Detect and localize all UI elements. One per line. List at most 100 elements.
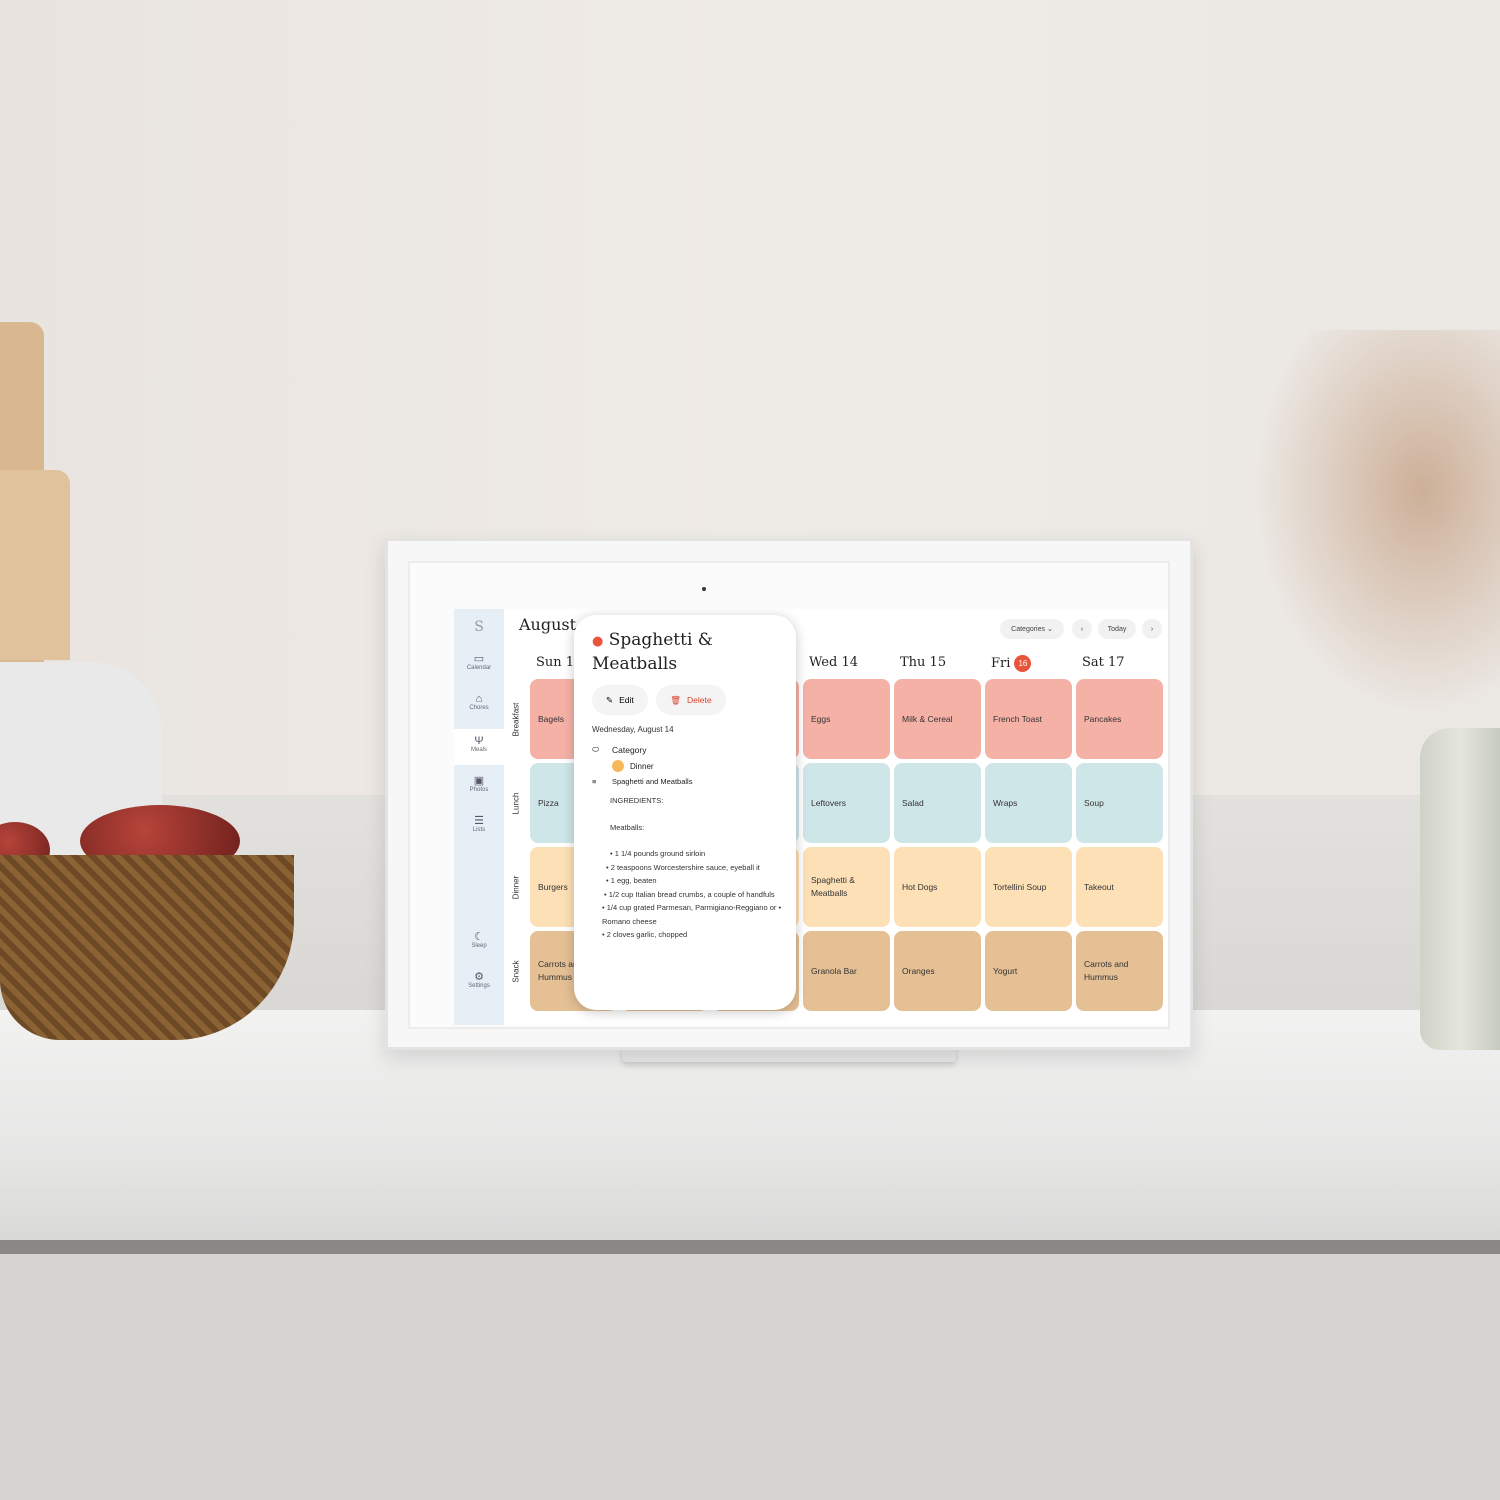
meal-cell-snack[interactable]: Carrots and Hummus <box>1076 931 1163 1011</box>
calendar-icon: ▭ <box>473 653 485 665</box>
row-label-breakfast: Breakfast <box>504 679 528 759</box>
category-value[interactable]: Dinner <box>592 760 784 772</box>
recipe-text: INGREDIENTS: Meatballs: • 1 1/4 pounds g… <box>592 794 784 942</box>
meal-cell-dinner[interactable]: Hot Dogs <box>894 847 981 927</box>
next-week-button[interactable]: › <box>1142 619 1162 639</box>
day-label: Wed 14 <box>809 655 858 670</box>
recipe-line: • 1/2 cup Italian bread crumbs, a couple… <box>604 889 775 899</box>
sidebar-item-settings[interactable]: ⚙ Settings <box>454 971 504 1001</box>
chevron-left-icon: ‹ <box>1080 625 1084 633</box>
meal-cell-dinner[interactable]: Tortellini Soup <box>985 847 1072 927</box>
meal-name: Takeout <box>1084 881 1114 892</box>
description-row: ≡ Spaghetti and Meatballs <box>592 777 693 786</box>
meal-name: Milk & Cereal <box>902 713 953 724</box>
meal-cell-breakfast[interactable]: Pancakes <box>1076 679 1163 759</box>
meal-cell-breakfast[interactable]: Eggs <box>803 679 890 759</box>
day-header: Fri 16 <box>991 655 1032 672</box>
meal-name: Salad <box>902 797 924 808</box>
meal-name: Wraps <box>993 797 1018 808</box>
fruit-basket <box>0 855 294 1040</box>
chevron-right-icon: › <box>1150 625 1154 633</box>
trash-icon: 🗑 <box>670 694 682 705</box>
meal-date: Wednesday, August 14 <box>592 725 674 734</box>
meal-cell-lunch[interactable]: Salad <box>894 763 981 843</box>
meal-name: Soup <box>1084 797 1104 808</box>
day-header: Wed 14 <box>809 655 858 670</box>
recipe-line: • 2 cloves garlic, chopped <box>602 930 688 939</box>
meal-name: Oranges <box>902 965 935 976</box>
meal-cell-snack[interactable]: Oranges <box>894 931 981 1011</box>
gear-icon: ⚙ <box>474 971 484 983</box>
meal-name: Pizza <box>538 797 559 808</box>
day-header: Thu 15 <box>900 655 946 670</box>
recipe-line: • 1 1/4 pounds ground sirloin <box>610 849 706 858</box>
row-label-snack: Snack <box>504 931 528 1011</box>
row-label-text: Breakfast <box>511 702 521 736</box>
popup-title: ● Spaghetti & Meatballs <box>592 630 713 674</box>
meal-cell-snack[interactable]: Yogurt <box>985 931 1072 1011</box>
sidebar-item-calendar[interactable]: ▭ Calendar <box>454 653 504 687</box>
categories-dropdown[interactable]: Categories ⌄ <box>1000 619 1064 639</box>
meal-name: Eggs <box>811 713 831 724</box>
cutting-board <box>0 470 70 660</box>
delete-button[interactable]: 🗑 Delete <box>656 685 726 715</box>
recipe-line: • 1/4 cup grated Parmesan, Parmigiano-Re… <box>602 903 782 926</box>
camera-icon <box>702 587 706 591</box>
fork-knife-icon: Ψ <box>474 735 484 747</box>
meal-name: Bagels <box>538 713 564 724</box>
display-device: S ▭ Calendar ⌂ Chores Ψ Meals ▣ Photos ☰ List… <box>385 538 1193 1050</box>
category-color-dot <box>612 760 624 772</box>
row-label-text: Dinner <box>511 875 521 899</box>
row-label-dinner: Dinner <box>504 847 528 927</box>
recipe-line: INGREDIENTS: <box>610 796 664 805</box>
meal-cell-lunch[interactable]: Leftovers <box>803 763 890 843</box>
meal-name: French Toast <box>993 713 1042 724</box>
meal-name: Carrots and Hummus <box>1084 959 1129 982</box>
screen: S ▭ Calendar ⌂ Chores Ψ Meals ▣ Photos ☰ List… <box>454 609 1168 1025</box>
vase <box>1420 728 1500 1050</box>
prev-week-button[interactable]: ‹ <box>1072 619 1092 639</box>
meal-cell-dinner[interactable]: Takeout <box>1076 847 1163 927</box>
dried-flowers <box>1240 330 1500 730</box>
meal-cell-breakfast[interactable]: Milk & Cereal <box>894 679 981 759</box>
day-label: Sat 17 <box>1082 655 1125 670</box>
meal-cell-snack[interactable]: Granola Bar <box>803 931 890 1011</box>
meal-name: Leftovers <box>811 797 846 808</box>
spaghetti-icon: ● <box>592 634 604 649</box>
recipe-line: Meatballs: <box>610 822 645 832</box>
chevron-down-icon: ⌄ <box>1046 626 1053 633</box>
day-label: Sun 11 <box>536 655 583 670</box>
category-row: ⬭ Category <box>592 744 647 755</box>
edit-button[interactable]: ✎ Edit <box>592 685 648 715</box>
row-label-text: Snack <box>511 959 521 983</box>
meal-cell-lunch[interactable]: Soup <box>1076 763 1163 843</box>
description-icon: ≡ <box>592 777 597 786</box>
sidebar: S ▭ Calendar ⌂ Chores Ψ Meals ▣ Photos ☰ List… <box>454 609 504 1025</box>
photo-icon: ▣ <box>473 775 485 787</box>
chores-icon: ⌂ <box>475 693 483 705</box>
today-badge: 16 <box>1014 655 1032 672</box>
meal-name: Spaghetti & Meatballs <box>811 875 855 898</box>
list-icon: ☰ <box>474 815 484 827</box>
logo: S <box>474 619 484 635</box>
sidebar-item-meals[interactable]: Ψ Meals <box>454 729 504 765</box>
day-label: Fri <box>991 656 1011 671</box>
sidebar-item-chores[interactable]: ⌂ Chores <box>454 693 504 727</box>
row-label-lunch: Lunch <box>504 763 528 843</box>
meal-cell-lunch[interactable]: Wraps <box>985 763 1072 843</box>
recipe-line: • 2 teaspoons Worcestershire sauce, eyeb… <box>606 862 760 872</box>
day-header: Sat 17 <box>1082 655 1125 670</box>
today-button[interactable]: Today <box>1098 619 1136 639</box>
sidebar-item-sleep[interactable]: ☾ Sleep <box>454 931 504 961</box>
sidebar-item-photos[interactable]: ▣ Photos <box>454 775 504 809</box>
recipe-line: • 1 egg, beaten <box>606 876 657 885</box>
meal-name: Hot Dogs <box>902 881 938 892</box>
meal-name: Burgers <box>538 881 568 892</box>
sidebar-item-lists[interactable]: ☰ Lists <box>454 815 504 849</box>
day-header: Sun 11 <box>536 655 582 670</box>
meal-cell-breakfast[interactable]: French Toast <box>985 679 1072 759</box>
meal-cell-dinner[interactable]: Spaghetti & Meatballs <box>803 847 890 927</box>
tag-icon: ⬭ <box>592 744 600 754</box>
frame-mat: S ▭ Calendar ⌂ Chores Ψ Meals ▣ Photos ☰ List… <box>408 561 1170 1029</box>
moon-icon: ☾ <box>474 931 484 943</box>
